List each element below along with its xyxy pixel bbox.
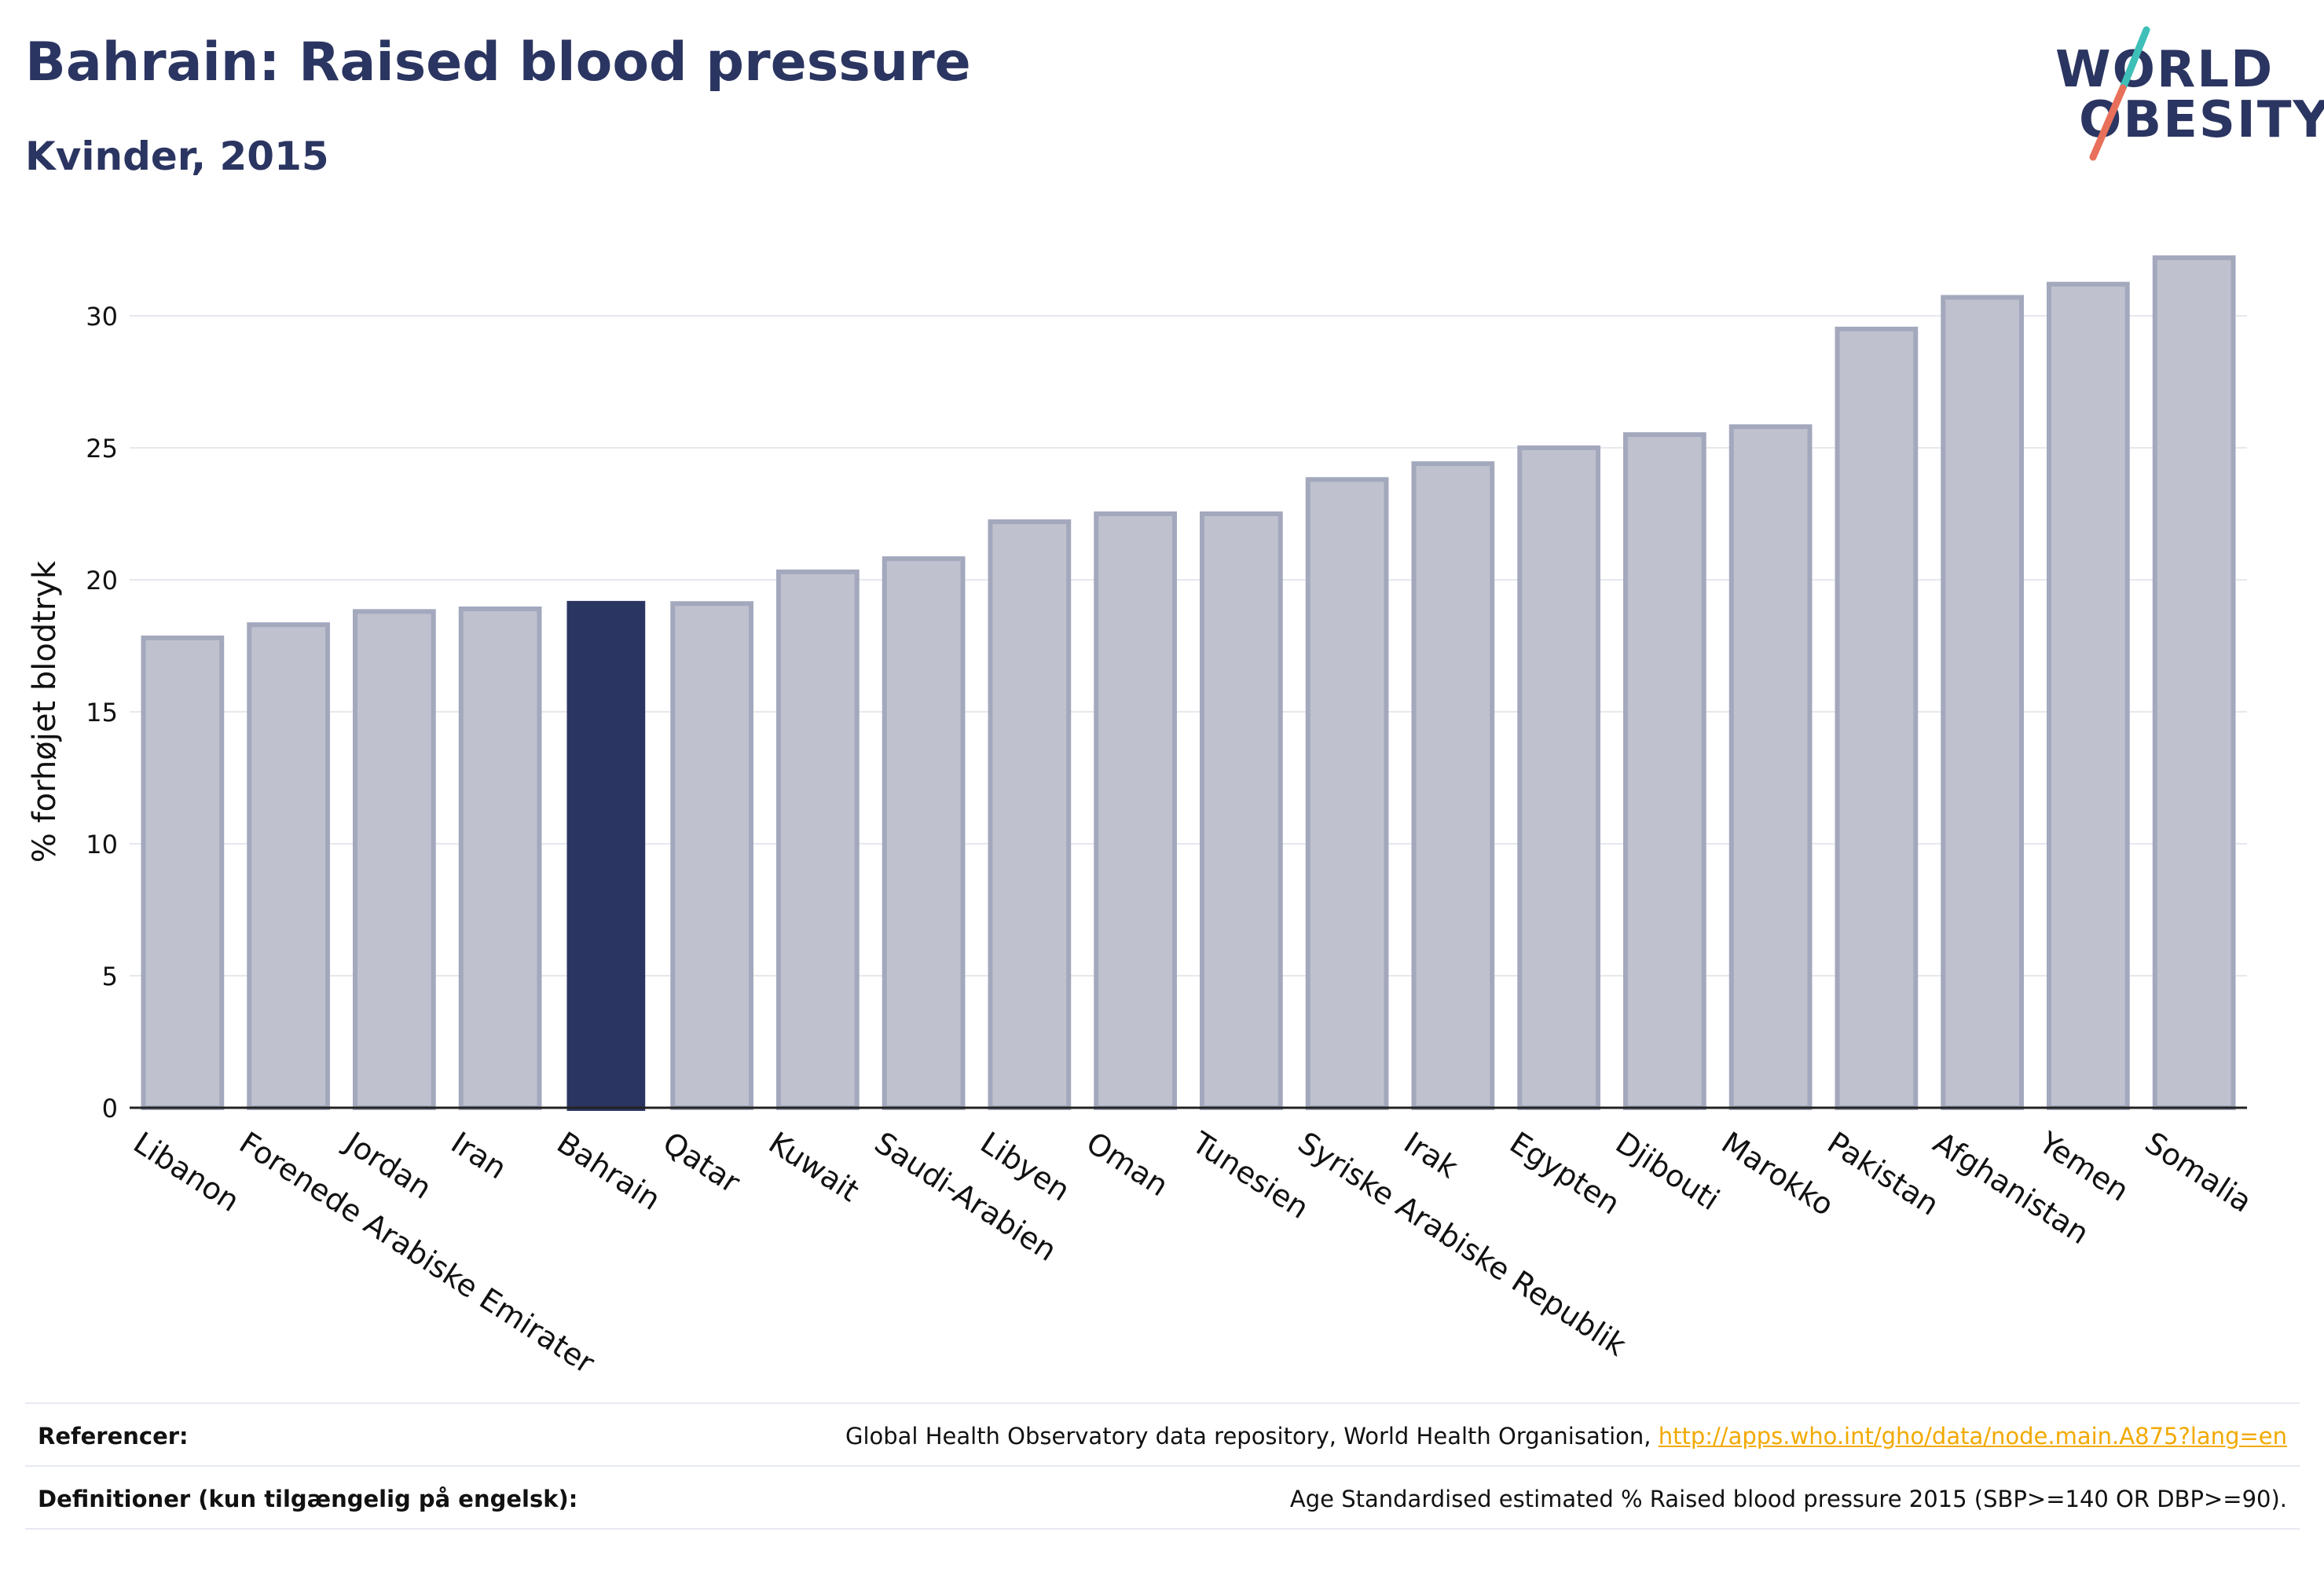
bar bbox=[1411, 461, 1495, 1110]
bar bbox=[458, 606, 542, 1110]
y-tick-label: 25 bbox=[86, 434, 118, 464]
x-tick-label: Qatar bbox=[657, 1125, 746, 1200]
bar bbox=[1835, 326, 1919, 1110]
y-tick-label: 10 bbox=[86, 830, 118, 859]
bar bbox=[1941, 295, 2024, 1111]
chart-subtitle: Kvinder, 2015 bbox=[25, 134, 329, 179]
definitions-label: Definitioner (kun tilgængelig på engelsk… bbox=[38, 1486, 578, 1512]
references-value: Global Health Observatory data repositor… bbox=[845, 1423, 2287, 1450]
x-tick-label: Bahrain bbox=[551, 1125, 666, 1217]
bar bbox=[1305, 477, 1389, 1110]
references-label: Referencer: bbox=[38, 1423, 189, 1450]
footer-divider bbox=[25, 1528, 2300, 1530]
bar bbox=[2047, 281, 2130, 1110]
x-tick-label: Syriske Arabiske Republik bbox=[1292, 1125, 1632, 1363]
bar bbox=[670, 601, 753, 1110]
bar bbox=[1517, 445, 1600, 1110]
world-obesity-logo: WORLD OBESITY bbox=[2051, 24, 2324, 165]
bar bbox=[1200, 511, 1283, 1110]
bar bbox=[882, 556, 966, 1110]
bar bbox=[1623, 432, 1706, 1110]
y-tick-label: 30 bbox=[86, 302, 118, 332]
references-link[interactable]: http://apps.who.int/gho/data/node.main.A… bbox=[1658, 1423, 2287, 1450]
chart-title: Bahrain: Raised blood pressure bbox=[25, 31, 971, 93]
x-tick-label: Somalia bbox=[2139, 1125, 2258, 1219]
x-tick-label: Kuwait bbox=[763, 1125, 865, 1208]
y-tick-label: 5 bbox=[102, 962, 118, 991]
bar bbox=[1094, 511, 1177, 1110]
bar bbox=[353, 609, 436, 1110]
logo-slash-icon bbox=[2089, 26, 2150, 161]
x-tick-label: Irak bbox=[1398, 1125, 1464, 1185]
bar bbox=[988, 519, 1072, 1110]
x-tick-label: Pakistan bbox=[1821, 1125, 1945, 1222]
y-tick-label: 15 bbox=[86, 698, 118, 728]
definitions-row: Definitioner (kun tilgængelig på engelsk… bbox=[25, 1465, 2300, 1530]
x-tick-label: Marokko bbox=[1715, 1125, 1839, 1222]
logo-text-line1: WORLD bbox=[2055, 41, 2275, 99]
x-tick-label: Egypten bbox=[1504, 1125, 1626, 1221]
x-tick-label: Djibouti bbox=[1610, 1125, 1725, 1217]
x-tick-label: Libanon bbox=[127, 1125, 245, 1219]
references-text: Global Health Observatory data repositor… bbox=[845, 1423, 1659, 1450]
bar bbox=[2152, 255, 2236, 1111]
x-tick-label: Iran bbox=[445, 1125, 512, 1186]
x-tick-label: Oman bbox=[1080, 1125, 1175, 1203]
definitions-value: Age Standardised estimated % Raised bloo… bbox=[1289, 1486, 2287, 1512]
y-tick-label: 20 bbox=[86, 566, 118, 596]
bar bbox=[1728, 424, 1813, 1110]
references-row: Referencer: Global Health Observatory da… bbox=[25, 1402, 2300, 1467]
x-tick-label: Tunesien bbox=[1186, 1125, 1315, 1226]
bar bbox=[141, 635, 225, 1110]
y-tick-label: 0 bbox=[102, 1094, 118, 1123]
bar bbox=[247, 622, 330, 1110]
y-axis-label: % forhøjet blodtryk bbox=[27, 560, 63, 863]
bar bbox=[776, 569, 860, 1110]
x-tick-label: Saudi-Arabien bbox=[868, 1125, 1062, 1268]
bar-highlight bbox=[566, 600, 646, 1111]
